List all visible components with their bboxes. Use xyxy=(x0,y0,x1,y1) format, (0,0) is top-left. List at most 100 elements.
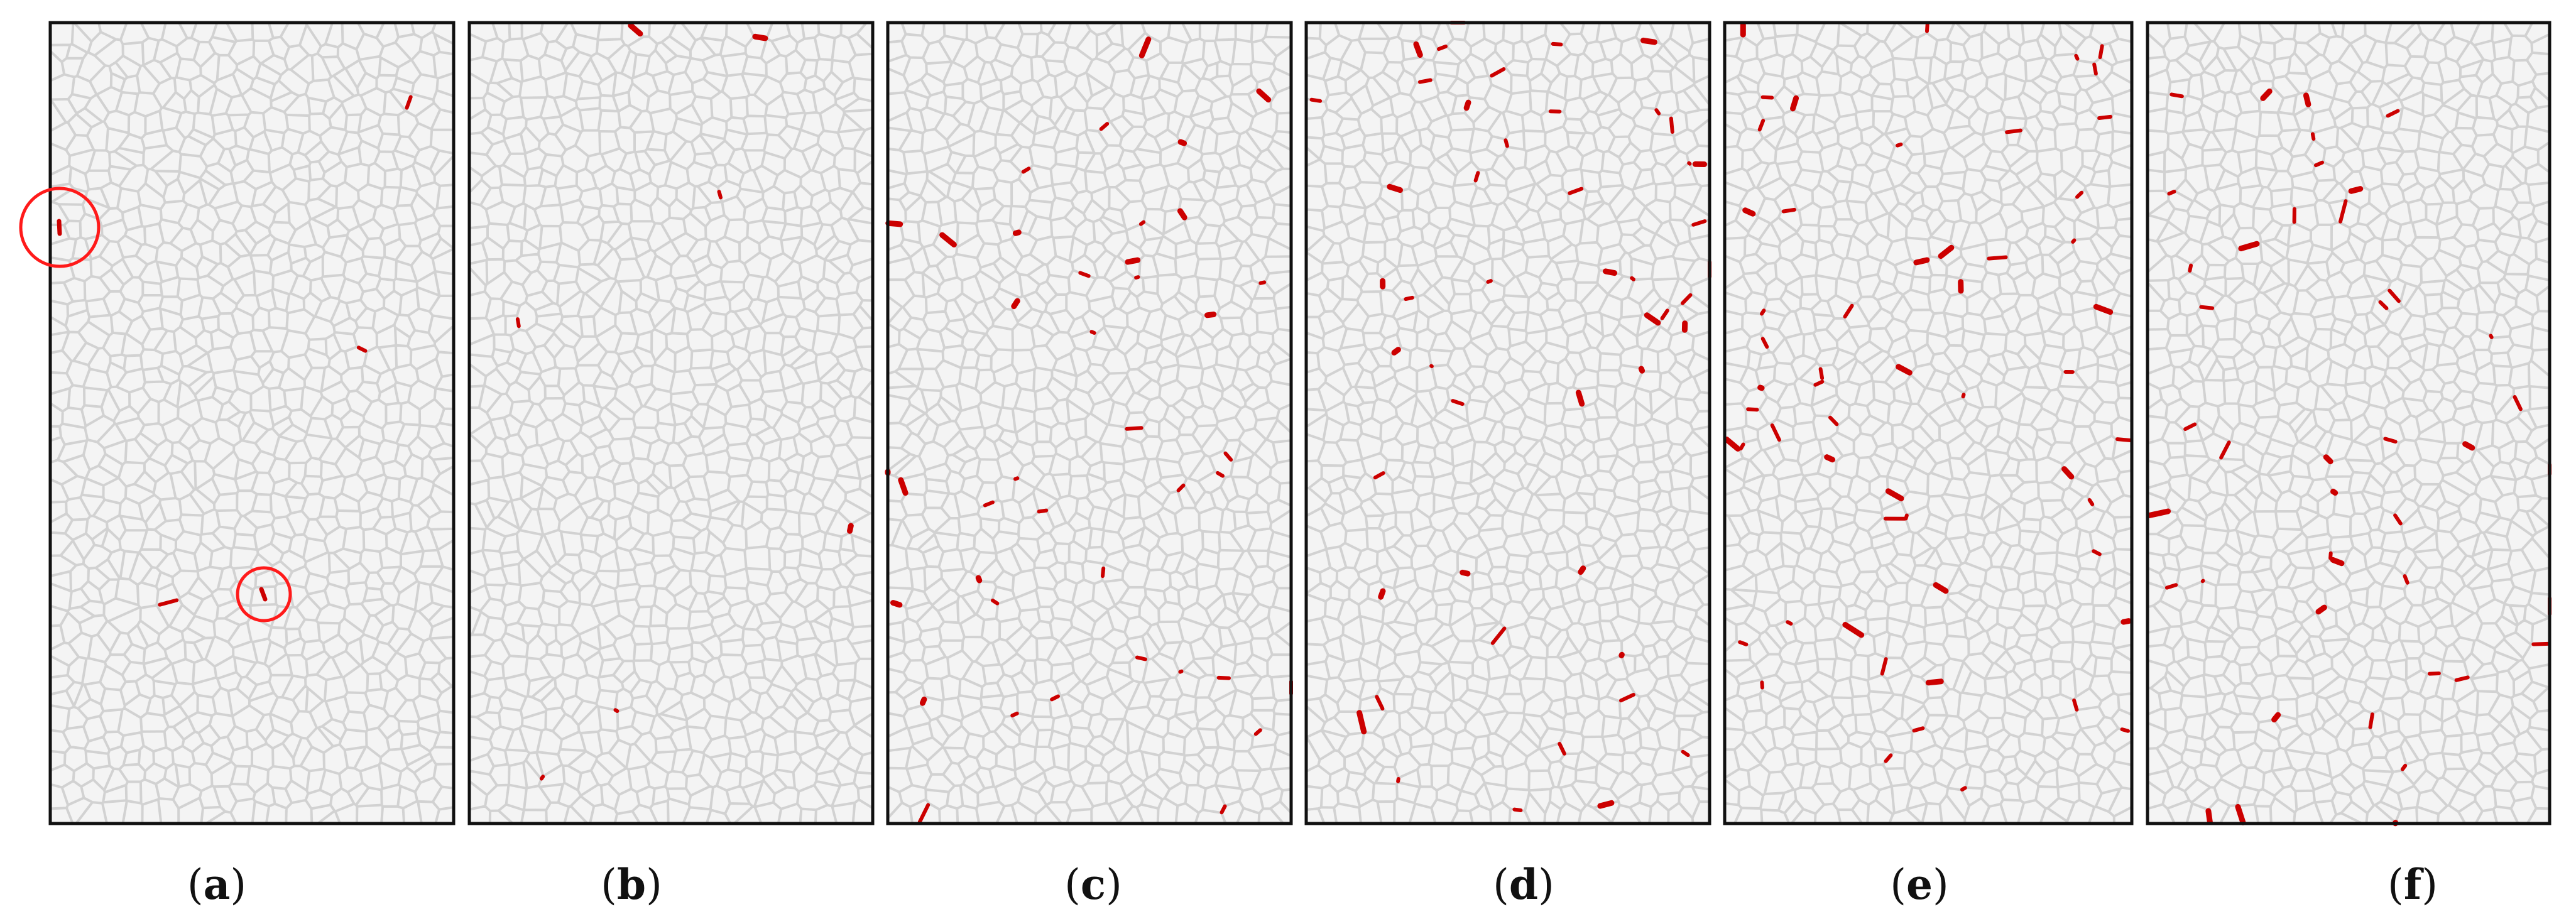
crack-segment xyxy=(515,317,521,329)
crack-segment xyxy=(2219,440,2231,460)
crack-segment xyxy=(2314,160,2324,168)
crack-segment xyxy=(1473,171,1480,183)
crack-segment xyxy=(1125,257,1141,265)
crack-segment xyxy=(1216,470,1225,478)
crack-segment xyxy=(1896,364,1913,376)
crack-segment xyxy=(1987,255,2008,261)
crack-segment xyxy=(2260,88,2273,101)
crack-segment xyxy=(1413,41,1423,58)
crack-segment xyxy=(1437,44,1448,52)
crack-segment xyxy=(1134,275,1140,280)
crack-segment xyxy=(1960,786,1967,791)
crack-segment xyxy=(1603,268,1618,276)
panel-border xyxy=(2146,21,2551,825)
crack-segment xyxy=(1757,119,1766,132)
crack-segment xyxy=(1913,257,1930,266)
crack-segment xyxy=(1770,423,1781,442)
crack-segment xyxy=(1011,298,1020,310)
crack-segment xyxy=(1460,569,1471,577)
crack-segment xyxy=(890,600,903,608)
crack-segment xyxy=(1912,726,1925,733)
crack-segment xyxy=(1486,279,1493,284)
crack-segment xyxy=(1654,108,1661,116)
crack-segment xyxy=(2120,727,2130,733)
panel-c xyxy=(885,21,1293,825)
crack-segment xyxy=(898,477,909,496)
crack-segment xyxy=(1738,442,1745,451)
crack-segment xyxy=(1135,655,1147,661)
crack-segment xyxy=(1681,293,1693,305)
crack-segment xyxy=(1125,426,1143,431)
crack-segment xyxy=(1644,312,1661,326)
panel-border xyxy=(1723,21,2134,825)
crack-segment xyxy=(628,23,643,37)
crack-segment xyxy=(2097,114,2113,120)
crack-segment xyxy=(2092,62,2098,76)
crack-segment xyxy=(356,345,368,353)
crack-segment xyxy=(1373,471,1385,480)
caption-a: (a) xyxy=(187,860,247,909)
crack-segment xyxy=(2427,672,2441,676)
crack-segment xyxy=(1396,777,1400,783)
crack-segment xyxy=(2183,422,2197,432)
crack-group xyxy=(158,95,413,607)
crack-segment xyxy=(1391,347,1401,356)
crack-segment xyxy=(1387,183,1403,193)
crack-segment xyxy=(1619,693,1635,703)
crack-segment xyxy=(2348,186,2364,194)
crack-segment xyxy=(1138,220,1146,226)
crack-segment xyxy=(1880,657,1888,676)
panel-border xyxy=(886,21,1293,825)
crack-segment xyxy=(1429,364,1434,369)
crack-segment xyxy=(613,708,619,713)
crack-segment xyxy=(1551,41,1563,46)
crack-group xyxy=(885,36,1293,824)
crack-segment xyxy=(2205,808,2213,825)
crack-segment xyxy=(2368,712,2374,729)
initiation-highlights xyxy=(19,187,292,623)
grain-boundary-mesh xyxy=(887,21,1292,825)
crack-segment xyxy=(1760,308,1766,316)
crack-segment xyxy=(1010,711,1019,718)
crack-segment xyxy=(2092,549,2102,557)
crack-segment xyxy=(1760,95,1774,100)
crack-segment xyxy=(1640,37,1657,45)
crack-segment xyxy=(1630,276,1635,281)
crack-segment xyxy=(1813,379,1825,387)
crack-segment xyxy=(1669,116,1674,134)
crack-segment xyxy=(2513,395,2523,411)
grain-boundary-mesh xyxy=(468,21,874,825)
crack-segment xyxy=(1256,88,1272,103)
crack-segment xyxy=(2303,92,2311,107)
crack-segment xyxy=(1177,139,1187,146)
crack-segment xyxy=(2167,190,2176,196)
crack-segment xyxy=(1925,678,1944,686)
crack-segment xyxy=(1790,95,1799,112)
crack-segment xyxy=(717,190,723,200)
crack-segment xyxy=(1933,582,1949,594)
crack-segment xyxy=(2330,488,2339,496)
crack-segment xyxy=(2386,109,2400,118)
crack-segment xyxy=(991,598,1000,606)
crack-segment xyxy=(1404,295,1414,302)
highlight-circle xyxy=(236,566,292,623)
crack-segment xyxy=(2454,675,2470,682)
crack-segment xyxy=(1885,488,1904,502)
crack-segment xyxy=(1723,437,1741,452)
crack-segment xyxy=(2378,300,2389,310)
crack-segment xyxy=(2383,437,2398,444)
crack-segment xyxy=(2339,199,2348,224)
panel-e xyxy=(1723,21,2134,825)
crack-segment xyxy=(1309,97,1323,103)
crack-segment xyxy=(1558,742,1566,756)
crack-segment xyxy=(1828,415,1839,427)
crack-segment xyxy=(2087,498,2095,506)
crack-group xyxy=(515,23,854,781)
crack-segment xyxy=(1781,207,1796,214)
crack-segment xyxy=(1012,229,1022,236)
crack-segment xyxy=(2323,454,2333,465)
crack-segment xyxy=(1504,138,1509,148)
crack-segment xyxy=(158,598,179,607)
crack-segment xyxy=(57,219,62,236)
